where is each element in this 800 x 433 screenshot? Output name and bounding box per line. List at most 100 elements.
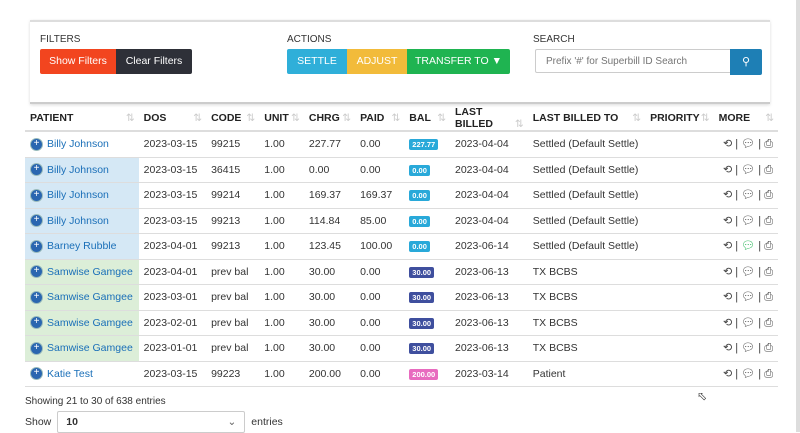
- history-icon[interactable]: ⟲: [723, 316, 733, 329]
- expand-plus-icon[interactable]: +: [30, 341, 43, 355]
- history-icon[interactable]: ⟲: [723, 342, 733, 355]
- cell-last-billed: 2023-06-14: [450, 233, 528, 260]
- patient-link[interactable]: Billy Johnson: [47, 163, 109, 176]
- comment-icon[interactable]: 💬︎: [741, 367, 756, 380]
- more-actions: ⟲ | 💬︎ | ⎙: [713, 335, 778, 362]
- cell-priority: [645, 182, 714, 209]
- adjust-button[interactable]: ADJUST: [347, 49, 407, 74]
- comment-icon[interactable]: 💬︎: [741, 316, 756, 329]
- print-icon[interactable]: ⎙: [764, 342, 773, 355]
- sort-icon: ⇅: [193, 111, 203, 124]
- transfer-to-button[interactable]: TRANSFER TO ▼: [407, 49, 510, 74]
- comment-icon[interactable]: 💬︎: [741, 342, 756, 355]
- settle-button[interactable]: SETTLE: [287, 49, 347, 74]
- print-icon[interactable]: ⎙: [764, 240, 773, 253]
- column-header-priority[interactable]: PRIORITY ⇅: [645, 105, 714, 132]
- cell-last-billed: 2023-06-13: [450, 259, 528, 285]
- page-size-select[interactable]: 10 ⌄: [57, 411, 246, 433]
- more-actions: ⟲ | 💬︎ | ⎙: [713, 208, 778, 234]
- search-input[interactable]: [535, 49, 733, 73]
- column-header-dos[interactable]: DOS ⇅: [138, 105, 207, 132]
- filters-label: FILTERS: [40, 34, 81, 45]
- column-header-last-billed[interactable]: LAST BILLED ⇅: [450, 105, 528, 132]
- comment-icon[interactable]: 💬︎: [741, 214, 756, 227]
- clear-filters-button[interactable]: Clear Filters: [116, 49, 192, 74]
- print-icon[interactable]: ⎙: [764, 163, 773, 176]
- print-icon[interactable]: ⎙: [764, 367, 773, 380]
- column-header-bal[interactable]: BAL ⇅: [404, 105, 450, 132]
- expand-plus-icon[interactable]: +: [30, 137, 43, 151]
- column-header-paid[interactable]: PAID ⇅: [355, 105, 405, 132]
- show-filters-button[interactable]: Show Filters: [40, 49, 116, 74]
- expand-plus-icon[interactable]: +: [30, 290, 43, 304]
- cell-chrg: 30.00: [303, 284, 356, 311]
- patient-link[interactable]: Katie Test: [47, 367, 93, 380]
- cell-last-billed: 2023-06-13: [450, 335, 528, 362]
- cell-dos: 2023-03-15: [138, 131, 207, 158]
- history-icon[interactable]: ⟲: [723, 189, 733, 202]
- expand-plus-icon[interactable]: +: [30, 239, 43, 253]
- patient-link[interactable]: Barney Rubble: [47, 240, 117, 253]
- table-row: + Billy Johnson 2023-03-15 99215 1.00 227.77 0…: [25, 131, 778, 158]
- column-header-more[interactable]: MORE ⇅: [713, 105, 778, 132]
- history-icon[interactable]: ⟲: [723, 291, 733, 304]
- comment-icon[interactable]: 💬︎: [741, 240, 756, 253]
- search-button[interactable]: ⚲: [730, 49, 762, 75]
- expand-plus-icon[interactable]: +: [30, 316, 43, 330]
- more-actions: ⟲ | 💬︎ | ⎙: [713, 310, 778, 336]
- cell-last-billed: 2023-06-13: [450, 310, 528, 336]
- expand-plus-icon[interactable]: +: [30, 265, 43, 279]
- sort-icon: ⇅: [125, 111, 135, 124]
- more-actions: ⟲ | 💬︎ | ⎙: [713, 131, 778, 158]
- print-icon[interactable]: ⎙: [764, 316, 773, 329]
- cell-dos: 2023-03-15: [138, 208, 207, 234]
- history-icon[interactable]: ⟲: [723, 138, 733, 151]
- column-header-code[interactable]: CODE ⇅: [206, 105, 260, 132]
- cell-last-billed-to: Settled (Default Settle): [527, 182, 646, 209]
- print-icon[interactable]: ⎙: [764, 214, 773, 227]
- print-icon[interactable]: ⎙: [764, 138, 773, 151]
- patient-link[interactable]: Samwise Gamgee: [47, 342, 133, 355]
- table-row: + Samwise Gamgee 2023-02-01 prev bal 1.00 30.…: [25, 310, 778, 336]
- history-icon[interactable]: ⟲: [723, 265, 733, 278]
- history-icon[interactable]: ⟲: [723, 214, 733, 227]
- print-icon[interactable]: ⎙: [764, 291, 773, 304]
- comment-icon[interactable]: 💬︎: [741, 138, 756, 151]
- column-header-last-billed-to[interactable]: LAST BILLED TO ⇅: [527, 105, 646, 132]
- patient-link[interactable]: Billy Johnson: [47, 189, 109, 202]
- patient-link[interactable]: Samwise Gamgee: [47, 265, 133, 278]
- cell-unit: 1.00: [259, 335, 304, 362]
- cell-code: prev bal: [206, 284, 260, 311]
- column-header-label: DOS: [143, 111, 167, 124]
- comment-icon[interactable]: 💬︎: [741, 163, 756, 176]
- print-icon[interactable]: ⎙: [764, 265, 773, 278]
- column-header-unit[interactable]: UNIT ⇅: [259, 105, 304, 132]
- cell-dos: 2023-01-01: [138, 335, 207, 362]
- comment-icon[interactable]: 💬︎: [741, 189, 756, 202]
- cell-last-billed-to: Settled (Default Settle): [527, 233, 646, 260]
- cell-priority: [645, 157, 714, 183]
- balance-badge: 0.00: [409, 164, 430, 176]
- history-icon[interactable]: ⟲: [723, 163, 733, 176]
- comment-icon[interactable]: 💬︎: [741, 265, 756, 278]
- history-icon[interactable]: ⟲: [723, 367, 733, 380]
- history-icon[interactable]: ⟲: [723, 240, 733, 253]
- patient-link[interactable]: Samwise Gamgee: [47, 291, 133, 304]
- more-actions: ⟲ | 💬︎ | ⎙: [713, 233, 778, 260]
- column-header-chrg[interactable]: CHRG ⇅: [303, 105, 356, 132]
- expand-plus-icon[interactable]: +: [30, 163, 43, 177]
- cell-last-billed-to: TX BCBS: [527, 259, 646, 285]
- balance-badge: 30.00: [409, 343, 435, 355]
- expand-plus-icon[interactable]: +: [30, 188, 43, 202]
- comment-icon[interactable]: 💬︎: [741, 291, 756, 304]
- expand-plus-icon[interactable]: +: [30, 367, 43, 381]
- patient-link[interactable]: Billy Johnson: [47, 214, 109, 227]
- expand-plus-icon[interactable]: +: [30, 214, 43, 228]
- patient-link[interactable]: Billy Johnson: [47, 138, 109, 151]
- claims-table: PATIENT ⇅ DOS ⇅ CODE ⇅ UNIT ⇅ CHRG ⇅ PAID ⇅ BAL ⇅ LAST…: [25, 105, 778, 387]
- cell-paid: 85.00: [355, 208, 405, 234]
- print-icon[interactable]: ⎙: [764, 189, 773, 202]
- column-header-patient[interactable]: PATIENT ⇅: [25, 105, 139, 132]
- column-header-label: UNIT: [264, 111, 289, 124]
- patient-link[interactable]: Samwise Gamgee: [47, 316, 133, 329]
